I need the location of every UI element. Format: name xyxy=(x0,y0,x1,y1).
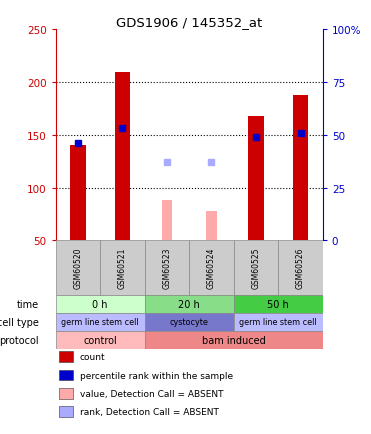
Text: rank, Detection Call = ABSENT: rank, Detection Call = ABSENT xyxy=(80,407,219,416)
Text: GSM60523: GSM60523 xyxy=(162,247,171,289)
Bar xyxy=(189,241,234,295)
Bar xyxy=(248,117,264,241)
Bar xyxy=(56,295,145,313)
Bar xyxy=(278,241,323,295)
Text: GSM60520: GSM60520 xyxy=(73,247,82,289)
Bar xyxy=(100,241,145,295)
Bar xyxy=(145,295,234,313)
Bar xyxy=(145,331,323,349)
Text: GSM60524: GSM60524 xyxy=(207,247,216,289)
Text: 50 h: 50 h xyxy=(267,299,289,309)
Text: bam induced: bam induced xyxy=(202,335,266,345)
Bar xyxy=(162,201,172,241)
Bar xyxy=(234,295,323,313)
Text: count: count xyxy=(80,352,105,362)
Bar xyxy=(70,146,86,241)
Text: percentile rank within the sample: percentile rank within the sample xyxy=(80,371,233,380)
Text: germ line stem cell: germ line stem cell xyxy=(61,318,139,326)
Text: GSM60521: GSM60521 xyxy=(118,247,127,289)
Bar xyxy=(293,95,308,241)
Text: cell type: cell type xyxy=(0,317,39,327)
Text: GSM60525: GSM60525 xyxy=(252,247,260,289)
Text: cystocyte: cystocyte xyxy=(170,318,209,326)
Text: control: control xyxy=(83,335,117,345)
Text: time: time xyxy=(17,299,39,309)
Text: protocol: protocol xyxy=(0,335,39,345)
Bar xyxy=(234,241,278,295)
Text: GSM60526: GSM60526 xyxy=(296,247,305,289)
Text: 0 h: 0 h xyxy=(92,299,108,309)
Bar xyxy=(145,313,234,331)
Text: value, Detection Call = ABSENT: value, Detection Call = ABSENT xyxy=(80,389,223,398)
Bar xyxy=(56,241,100,295)
Bar xyxy=(206,211,217,241)
Bar xyxy=(56,331,145,349)
Title: GDS1906 / 145352_at: GDS1906 / 145352_at xyxy=(116,16,262,29)
Text: germ line stem cell: germ line stem cell xyxy=(239,318,317,326)
Bar xyxy=(234,313,323,331)
Text: 20 h: 20 h xyxy=(178,299,200,309)
Bar xyxy=(115,72,130,241)
Bar xyxy=(145,241,189,295)
Bar xyxy=(56,313,145,331)
